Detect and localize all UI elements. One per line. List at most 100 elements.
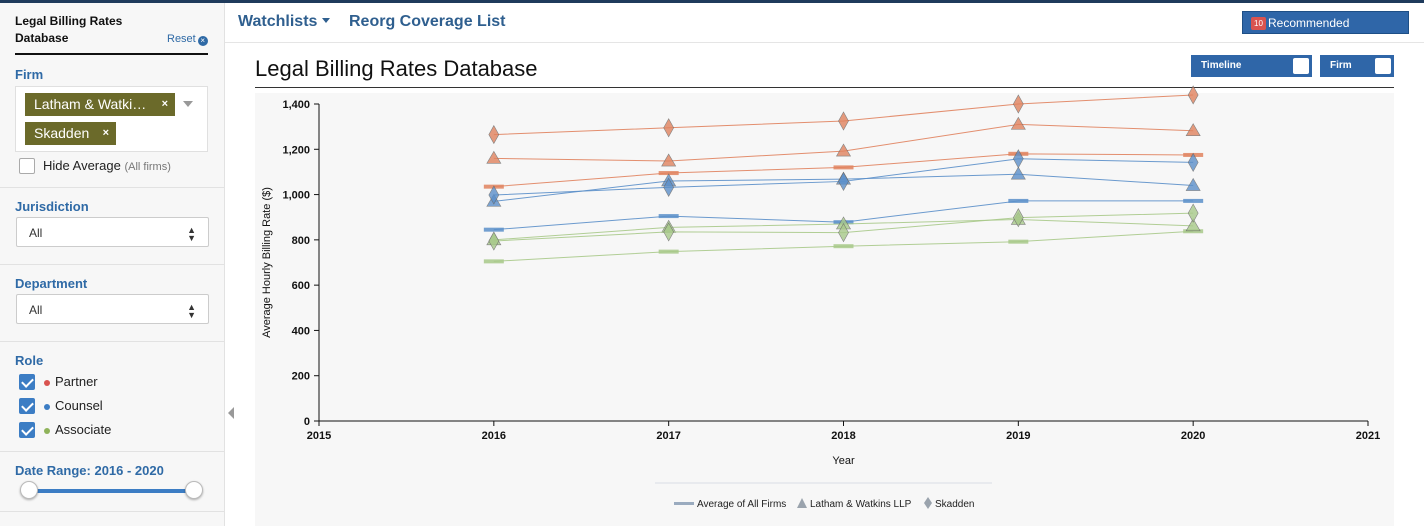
associate-dot-icon	[44, 428, 50, 434]
jurisdiction-value: All	[29, 226, 43, 240]
date-range-track[interactable]	[28, 489, 195, 493]
date-range-start-handle[interactable]	[20, 481, 38, 499]
recommended-count-badge: 10	[1251, 17, 1266, 30]
select-arrows-icon: ▲ ▼	[187, 302, 196, 320]
sidebar-title: Legal Billing Rates Database	[15, 14, 123, 45]
timeline-toggle-label: Timeline	[1201, 60, 1242, 71]
reorg-coverage-link[interactable]: Reorg Coverage List	[349, 13, 506, 30]
role-label-partner: Partner	[55, 374, 98, 389]
hide-average-checkbox[interactable]	[19, 158, 35, 174]
x-tick-label: 2019	[1006, 430, 1030, 442]
x-tick-label: 2021	[1356, 430, 1380, 442]
average-marker	[1008, 239, 1029, 244]
skadden-marker	[488, 124, 500, 145]
role-checkbox-counsel[interactable]	[19, 398, 35, 414]
legend-diamond-icon	[924, 497, 932, 509]
y-tick-label: 600	[292, 280, 310, 292]
chevron-down-icon	[322, 18, 331, 23]
role-checkbox-partner[interactable]	[19, 374, 35, 390]
latham-marker	[486, 150, 502, 164]
legend-label: Latham & Watkins LLP	[810, 499, 912, 510]
partner-dot-icon	[44, 380, 50, 386]
page-title: Legal Billing Rates Database	[255, 56, 538, 81]
reset-x-icon: ×	[197, 36, 208, 46]
x-axis-title: Year	[832, 455, 855, 467]
legend-triangle-icon	[797, 498, 807, 508]
skadden-marker	[838, 222, 849, 243]
role-label-counsel: Counsel	[55, 398, 103, 413]
firm-tag-latham[interactable]: Latham & Watki… ×	[25, 93, 175, 116]
y-tick-label: 0	[304, 416, 310, 428]
average-marker	[483, 227, 504, 232]
average-marker	[1183, 229, 1204, 234]
firm-toggle[interactable]: Firm	[1320, 55, 1394, 77]
divider	[0, 187, 224, 188]
latham-marker	[1010, 166, 1026, 180]
legend-label: Skadden	[935, 499, 974, 510]
latham-marker	[1010, 116, 1026, 130]
skadden-marker	[488, 231, 500, 251]
firm-tag-label: Latham & Watki…	[34, 96, 147, 112]
divider	[0, 451, 224, 452]
latham-marker	[1185, 218, 1201, 232]
department-label: Department	[15, 276, 88, 291]
filter-sidebar: Legal Billing Rates Database Reset × Firm…	[0, 3, 225, 526]
firm-multiselect[interactable]: Latham & Watki… × Skadden ×	[15, 86, 208, 152]
date-range-label: Date Range: 2016 - 2020	[15, 463, 164, 478]
toggle-knob	[1293, 58, 1309, 74]
firm-tag-skadden[interactable]: Skadden ×	[25, 122, 116, 145]
hide-average-label: Hide Average (All firms)	[43, 158, 171, 173]
y-tick-label: 200	[292, 371, 310, 383]
select-arrows-icon: ▲ ▼	[187, 225, 196, 243]
skadden-marker	[663, 222, 675, 242]
y-axis-title: Average Hourly Billing Rate ($)	[261, 187, 273, 338]
toggle-knob	[1375, 58, 1391, 74]
y-tick-label: 1,400	[282, 99, 310, 111]
firm-toggle-label: Firm	[1330, 60, 1352, 71]
jurisdiction-label: Jurisdiction	[15, 199, 89, 214]
x-tick-label: 2016	[482, 430, 506, 442]
jurisdiction-select[interactable]: All ▲ ▼	[16, 217, 209, 247]
skadden-marker	[488, 185, 500, 205]
y-tick-label: 1,000	[282, 190, 310, 202]
department-select[interactable]: All ▲ ▼	[16, 294, 209, 324]
department-value: All	[29, 303, 43, 317]
x-tick-label: 2020	[1181, 430, 1205, 442]
divider	[0, 511, 224, 512]
average-marker	[658, 249, 679, 254]
latham-marker	[661, 153, 677, 167]
legend-average-icon	[674, 502, 694, 505]
y-tick-label: 400	[292, 325, 310, 337]
latham-marker	[1185, 123, 1201, 137]
skadden-marker	[838, 171, 849, 192]
skadden-marker	[1012, 94, 1024, 114]
skadden-marker	[838, 111, 849, 131]
x-tick-label: 2015	[307, 430, 331, 442]
skadden-marker	[1012, 149, 1024, 169]
chart-area	[255, 93, 1394, 526]
timeline-toggle[interactable]: Timeline	[1191, 55, 1312, 77]
collapse-sidebar-icon[interactable]	[228, 407, 234, 419]
skadden-marker	[1187, 85, 1199, 105]
role-checkbox-associate[interactable]	[19, 422, 35, 438]
legend-label: Average of All Firms	[697, 499, 786, 510]
reset-button[interactable]: Reset ×	[167, 33, 208, 46]
divider	[0, 264, 224, 265]
date-range-end-handle[interactable]	[185, 481, 203, 499]
chevron-down-icon[interactable]	[183, 101, 193, 107]
average-marker	[833, 244, 854, 249]
average-marker	[483, 259, 504, 264]
firm-tag-label: Skadden	[34, 125, 90, 141]
remove-tag-icon[interactable]: ×	[161, 98, 168, 110]
average-marker	[658, 171, 679, 176]
x-tick-label: 2018	[831, 430, 855, 442]
counsel-dot-icon	[44, 404, 50, 410]
remove-tag-icon[interactable]: ×	[102, 127, 109, 139]
average-marker	[1008, 198, 1029, 203]
y-tick-label: 1,200	[282, 144, 310, 156]
role-label-associate: Associate	[55, 422, 112, 437]
title-rule	[255, 87, 1394, 88]
watchlists-menu[interactable]: Watchlists	[238, 13, 331, 31]
latham-marker	[835, 143, 852, 157]
